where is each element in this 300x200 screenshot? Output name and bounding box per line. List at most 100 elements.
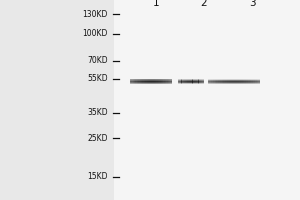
Bar <box>145 79 147 80</box>
Bar <box>159 83 161 84</box>
Bar <box>166 79 168 80</box>
Bar <box>131 83 133 84</box>
Bar <box>158 80 159 81</box>
Bar <box>151 80 152 81</box>
Bar <box>162 80 164 81</box>
Bar <box>134 81 136 82</box>
Bar <box>163 81 165 82</box>
Bar <box>166 83 168 84</box>
Bar <box>130 80 131 81</box>
Bar <box>159 81 161 82</box>
Text: 3: 3 <box>249 0 255 8</box>
Bar <box>165 79 166 80</box>
Bar <box>156 83 158 84</box>
Bar <box>144 79 145 80</box>
Bar <box>142 79 144 80</box>
Bar <box>137 79 138 80</box>
Bar <box>158 83 159 84</box>
Bar <box>141 79 142 80</box>
Bar <box>149 80 151 81</box>
Bar <box>142 81 144 82</box>
Bar <box>131 80 133 81</box>
Bar <box>146 79 148 80</box>
Bar <box>142 83 144 84</box>
Bar <box>142 82 144 83</box>
Bar <box>162 82 164 83</box>
Bar <box>138 83 140 84</box>
Bar <box>165 82 166 83</box>
Bar <box>170 79 172 80</box>
Bar <box>159 82 161 83</box>
Bar <box>169 82 170 83</box>
Bar <box>148 81 149 82</box>
Bar <box>160 83 162 84</box>
Bar <box>138 81 140 82</box>
Bar <box>135 79 137 80</box>
Bar <box>154 83 155 84</box>
Bar <box>167 79 169 80</box>
Bar <box>156 80 158 81</box>
Bar <box>133 81 134 82</box>
Bar <box>163 83 165 84</box>
Bar <box>159 80 161 81</box>
Bar <box>141 83 142 84</box>
Bar <box>135 82 137 83</box>
Bar <box>137 81 138 82</box>
Bar <box>159 79 161 80</box>
Bar <box>149 79 151 80</box>
Bar <box>167 79 169 80</box>
Bar <box>169 80 170 81</box>
Bar <box>148 79 149 80</box>
Bar <box>141 79 142 80</box>
Bar <box>137 83 138 84</box>
Bar <box>130 83 131 84</box>
Bar <box>151 83 152 84</box>
Bar <box>134 83 136 84</box>
Bar <box>144 81 145 82</box>
Bar <box>152 79 154 80</box>
Text: 25KD: 25KD <box>88 134 108 143</box>
Bar <box>162 83 164 84</box>
Bar <box>170 81 172 82</box>
Bar <box>146 81 148 82</box>
Text: 100KD: 100KD <box>82 29 108 38</box>
Text: 55KD: 55KD <box>87 74 108 83</box>
Bar <box>169 79 170 80</box>
Bar <box>146 82 148 83</box>
Bar <box>151 79 152 80</box>
Bar <box>151 79 152 80</box>
Bar <box>167 81 169 82</box>
Bar <box>158 82 159 83</box>
Bar <box>158 79 159 80</box>
Bar <box>151 81 152 82</box>
Bar <box>145 83 147 84</box>
Bar <box>130 81 131 82</box>
Bar <box>131 79 133 80</box>
Bar <box>131 82 133 83</box>
Bar <box>156 82 158 83</box>
Bar <box>140 82 141 83</box>
Bar <box>163 82 165 83</box>
Bar <box>133 82 134 83</box>
Bar <box>154 82 155 83</box>
Bar <box>137 80 138 81</box>
Bar <box>146 83 148 84</box>
Bar <box>156 81 158 82</box>
Bar <box>140 81 141 82</box>
Bar <box>152 82 154 83</box>
Bar <box>160 82 162 83</box>
Bar <box>155 82 157 83</box>
Bar <box>155 79 157 80</box>
Bar <box>165 83 166 84</box>
Bar <box>135 81 137 82</box>
Bar <box>140 79 141 80</box>
Bar <box>158 81 159 82</box>
Bar <box>166 80 168 81</box>
Bar <box>135 80 137 81</box>
Bar <box>135 79 137 80</box>
Bar <box>170 79 172 80</box>
Bar <box>149 83 151 84</box>
Bar <box>166 82 168 83</box>
Bar <box>137 82 138 83</box>
Bar <box>166 79 168 80</box>
